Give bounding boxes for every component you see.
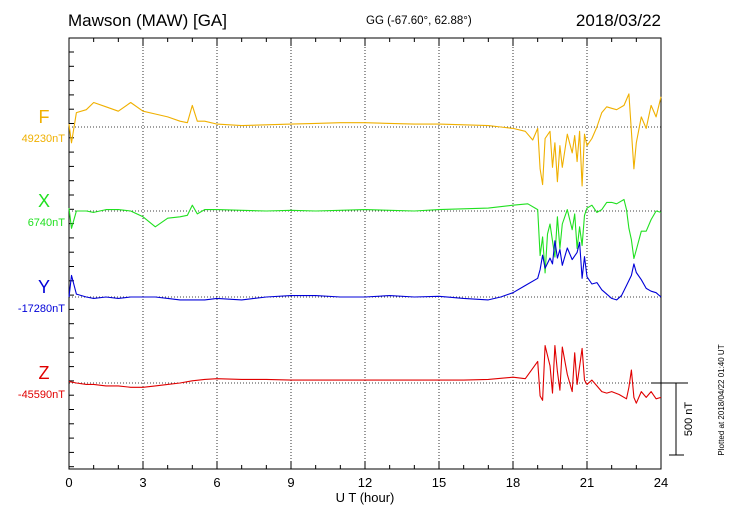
plotted-timestamp: Plotted at 2018/04/22 01:40 UT bbox=[717, 344, 726, 455]
x-tick-label: 0 bbox=[65, 475, 72, 490]
x-tick-label: 3 bbox=[139, 475, 146, 490]
x-axis-label: U T (hour) bbox=[336, 490, 395, 505]
series-baseline-label-f: 49230nT bbox=[22, 133, 66, 145]
series-name-f: F bbox=[39, 107, 50, 127]
series-baseline-label-y: -17280nT bbox=[18, 303, 65, 315]
series-name-z: Z bbox=[39, 363, 50, 383]
station-coordinates: GG (-67.60°, 62.88°) bbox=[366, 15, 472, 27]
x-tick-label: 12 bbox=[358, 475, 372, 490]
plot-date: 2018/03/22 bbox=[575, 11, 661, 30]
x-tick-label: 6 bbox=[213, 475, 220, 490]
x-tick-label: 24 bbox=[654, 475, 668, 490]
x-tick-label: 18 bbox=[506, 475, 520, 490]
series-line-z bbox=[68, 345, 662, 404]
series-name-y: Y bbox=[38, 277, 50, 297]
x-tick-label: 15 bbox=[432, 475, 446, 490]
series-baseline-label-z: -45590nT bbox=[18, 389, 65, 401]
x-tick-label: 9 bbox=[287, 475, 294, 490]
x-tick-label: 21 bbox=[580, 475, 594, 490]
series-line-y bbox=[68, 240, 662, 301]
station-title: Mawson (MAW) [GA] bbox=[68, 11, 227, 30]
scale-bar-label: 500 nT bbox=[683, 402, 695, 437]
series-baseline-label-x: 6740nT bbox=[28, 217, 66, 229]
series-line-f bbox=[68, 93, 662, 187]
series-name-x: X bbox=[38, 191, 50, 211]
series-line-x bbox=[68, 198, 662, 274]
